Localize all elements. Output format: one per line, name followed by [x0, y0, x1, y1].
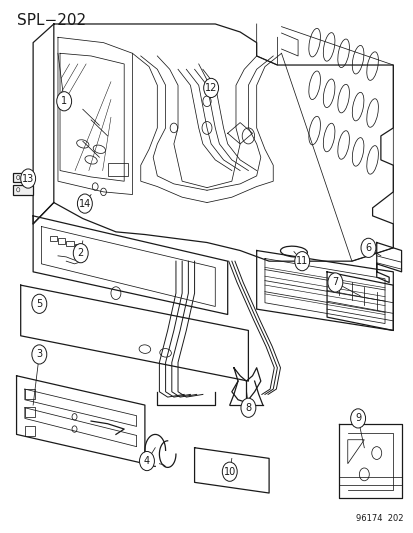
Circle shape	[21, 169, 36, 188]
Circle shape	[77, 194, 92, 213]
Circle shape	[32, 345, 47, 364]
Text: 2: 2	[77, 248, 84, 258]
Text: 12: 12	[204, 83, 217, 93]
Bar	[13, 173, 33, 182]
Circle shape	[139, 451, 154, 471]
Text: 14: 14	[78, 199, 91, 208]
Bar	[58, 238, 65, 244]
Bar	[107, 163, 128, 176]
Circle shape	[360, 238, 375, 257]
Circle shape	[203, 78, 218, 98]
Text: 8: 8	[245, 403, 251, 413]
Text: 3: 3	[36, 350, 42, 359]
Text: 9: 9	[354, 414, 360, 423]
Text: 1: 1	[61, 96, 67, 106]
Circle shape	[57, 92, 71, 111]
Text: 10: 10	[223, 467, 235, 477]
Circle shape	[240, 398, 255, 417]
Bar	[25, 426, 35, 436]
Bar	[50, 236, 57, 241]
Text: 5: 5	[36, 299, 43, 309]
Bar	[25, 389, 35, 399]
Circle shape	[327, 273, 342, 292]
Bar	[74, 244, 82, 249]
Text: 6: 6	[365, 243, 370, 253]
Text: SPL−202: SPL−202	[17, 13, 85, 28]
Circle shape	[350, 409, 365, 428]
Bar	[66, 241, 74, 246]
Bar	[13, 185, 33, 195]
Text: 13: 13	[22, 174, 34, 183]
Circle shape	[32, 294, 47, 313]
Text: 4: 4	[144, 456, 150, 466]
Text: 7: 7	[331, 278, 338, 287]
Circle shape	[294, 252, 309, 271]
Text: 96174  202: 96174 202	[355, 514, 403, 523]
Circle shape	[73, 244, 88, 263]
Circle shape	[222, 462, 237, 481]
Bar	[25, 407, 35, 417]
Text: 11: 11	[295, 256, 308, 266]
